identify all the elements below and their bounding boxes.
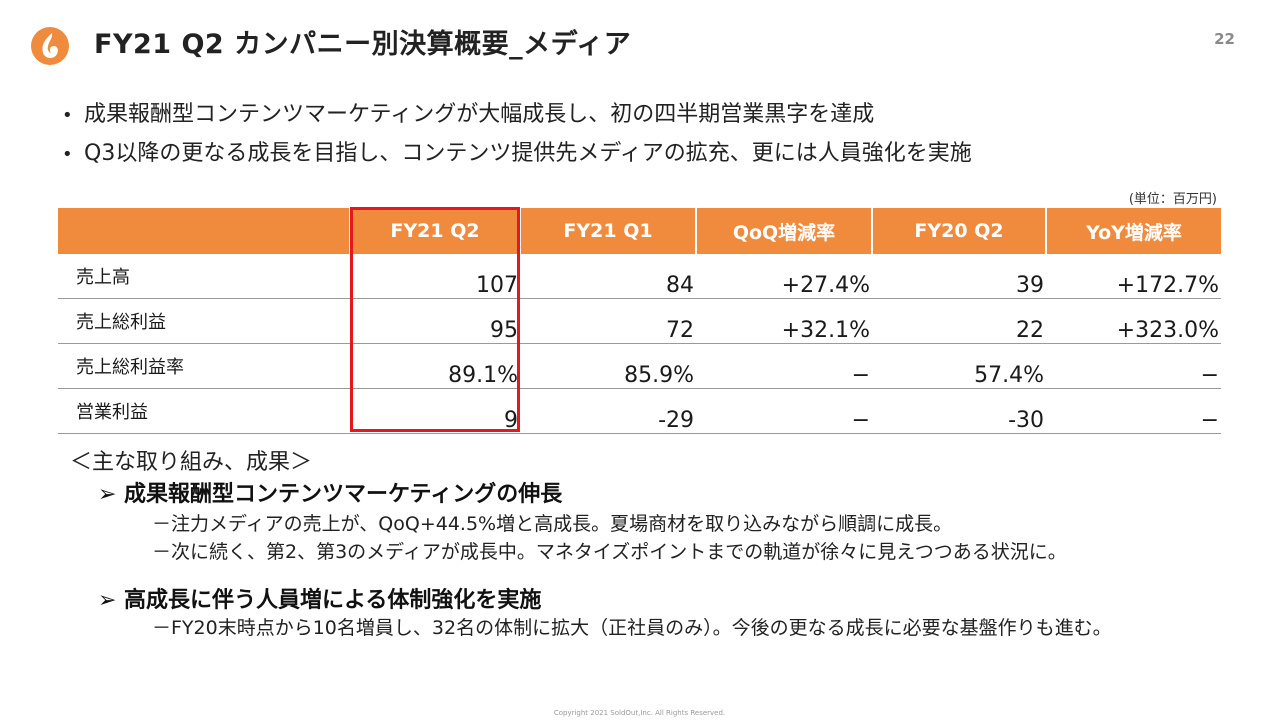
initiatives-heading: ＜主な取り組み、成果＞	[70, 450, 313, 475]
table-cell: 57.4%	[872, 343, 1046, 389]
table-cell: +323.0%	[1046, 298, 1221, 344]
initiative-title: ➢ 高成長に伴う人員増による体制強化を実施	[98, 582, 541, 614]
column-header: QoQ増減率	[695, 208, 872, 254]
table-row: 売上高 107 84 +27.4% 39 +172.7%	[58, 254, 1221, 299]
table-cell: 89.1%	[350, 343, 520, 389]
table-cell: 85.9%	[520, 343, 696, 389]
table-cell: +172.7%	[1046, 254, 1221, 299]
table-cell: 84	[520, 254, 696, 299]
financial-table: FY21 Q2 FY21 Q1 QoQ増減率 FY20 Q2 YoY増減率 売上…	[58, 208, 1221, 434]
initiative-title-text: 成果報酬型コンテンツマーケティングの伸長	[124, 482, 563, 507]
row-label: 売上総利益	[58, 298, 350, 344]
table-row: 売上総利益率 89.1% 85.9% − 57.4% −	[58, 343, 1221, 389]
table-cell: −	[696, 343, 872, 389]
table-cell: 22	[872, 298, 1046, 344]
unit-label: (単位：百万円)	[1128, 192, 1217, 207]
row-label: 売上高	[58, 254, 350, 299]
table-cell: −	[696, 388, 872, 434]
initiative-detail: －次に続く、第2、第3のメディアが成長中。マネタイズポイントまでの軌道が徐々に見…	[152, 541, 1067, 563]
row-label: 営業利益	[58, 388, 350, 434]
table-cell: 72	[520, 298, 696, 344]
copyright-footer: Copyright 2021 SoldOut,Inc. All Rights R…	[553, 709, 726, 717]
summary-bullet: Q3以降の更なる成長を目指し、コンテンツ提供先メディアの拡充、更には人員強化を実…	[62, 135, 972, 174]
table-row: 売上総利益 95 72 +32.1% 22 +323.0%	[58, 298, 1221, 344]
summary-bullets: 成果報酬型コンテンツマーケティングが大幅成長し、初の四半期営業黒字を達成 Q3以…	[62, 96, 972, 174]
arrow-bullet-icon: ➢	[98, 588, 117, 613]
initiative-title-text: 高成長に伴う人員増による体制強化を実施	[124, 588, 542, 613]
table-header-row: FY21 Q2 FY21 Q1 QoQ増減率 FY20 Q2 YoY増減率	[58, 208, 1221, 254]
initiative-detail: －注力メディアの売上が、QoQ+44.5%増と高成長。夏場商材を取り込みながら順…	[152, 513, 953, 535]
table-cell: 107	[350, 254, 520, 299]
arrow-bullet-icon: ➢	[98, 482, 117, 507]
initiative-detail: －FY20末時点から10名増員し、32名の体制に拡大（正社員のみ）。今後の更なる…	[152, 617, 1112, 639]
table-cell: -30	[872, 388, 1046, 434]
table-cell: +27.4%	[696, 254, 872, 299]
column-header	[58, 208, 350, 254]
table-cell: −	[1046, 388, 1221, 434]
table-cell: 39	[872, 254, 1046, 299]
table-cell: -29	[520, 388, 696, 434]
column-header: FY20 Q2	[871, 208, 1046, 254]
page-number: 22	[1214, 30, 1235, 48]
page-title: FY21 Q2 カンパニー別決算概要_メディア	[94, 29, 632, 60]
column-header: FY21 Q2	[349, 208, 520, 254]
column-header: FY21 Q1	[519, 208, 696, 254]
table-cell: 95	[350, 298, 520, 344]
flame-logo-icon	[31, 27, 69, 65]
table-row: 営業利益 9 -29 − -30 −	[58, 388, 1221, 434]
initiative-title: ➢ 成果報酬型コンテンツマーケティングの伸長	[98, 476, 562, 508]
table-cell: −	[1046, 343, 1221, 389]
table-cell: +32.1%	[696, 298, 872, 344]
summary-bullet: 成果報酬型コンテンツマーケティングが大幅成長し、初の四半期営業黒字を達成	[62, 96, 972, 135]
table-cell: 9	[350, 388, 520, 434]
row-label: 売上総利益率	[58, 343, 350, 389]
column-header: YoY増減率	[1045, 208, 1221, 254]
